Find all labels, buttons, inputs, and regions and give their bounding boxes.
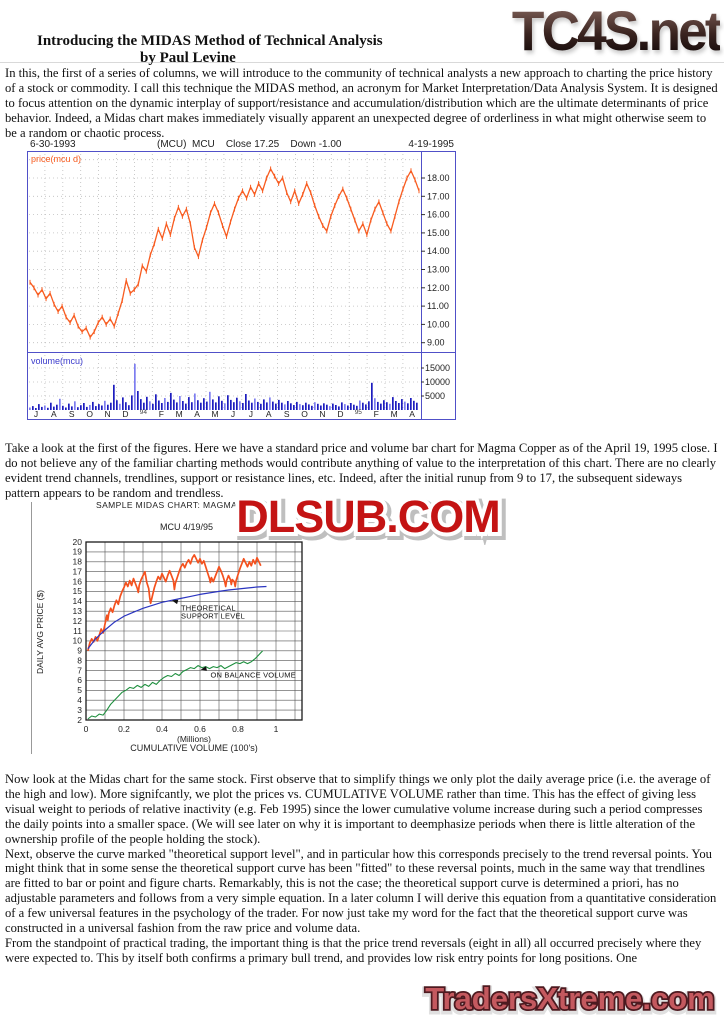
- tradersxtreme-logo[interactable]: TradersXtreme.com TradersXtreme.com Trad…: [420, 978, 720, 1022]
- svg-text:9: 9: [77, 646, 82, 656]
- svg-text:15.00: 15.00: [427, 228, 450, 238]
- svg-text:10.00: 10.00: [427, 319, 450, 329]
- svg-text:O: O: [86, 409, 93, 419]
- svg-text:14: 14: [73, 596, 83, 606]
- watermark-text: DLSUB.COM: [236, 491, 499, 542]
- svg-text:J: J: [231, 409, 235, 419]
- paragraph-midas: Now look at the Midas chart for the same…: [5, 772, 711, 846]
- svg-text:16: 16: [73, 576, 83, 586]
- chart1-start-date: 6-30-1993: [30, 139, 76, 150]
- svg-text:A: A: [409, 409, 415, 419]
- price-volume-chart-figure: 6-30-1993 (MCU) MCU Close 17.25 Down -1.…: [27, 139, 456, 420]
- svg-text:A: A: [51, 409, 57, 419]
- svg-text:94: 94: [140, 409, 148, 416]
- svg-text:(Millions): (Millions): [177, 734, 211, 744]
- dlsub-watermark[interactable]: DLSUB.COM DLSUB.COM DLSUB.COM: [213, 489, 517, 545]
- svg-text:3: 3: [77, 705, 82, 715]
- svg-text:0.6: 0.6: [194, 724, 206, 734]
- svg-text:9.00: 9.00: [427, 338, 445, 348]
- svg-text:0.8: 0.8: [232, 724, 244, 734]
- svg-text:18: 18: [73, 557, 83, 567]
- svg-text:DAILY AVG PRICE ($): DAILY AVG PRICE ($): [35, 590, 45, 674]
- svg-text:10000: 10000: [425, 377, 450, 387]
- svg-text:5000: 5000: [425, 391, 445, 401]
- svg-text:M: M: [176, 409, 183, 419]
- svg-text:16.00: 16.00: [427, 210, 450, 220]
- svg-text:CUMULATIVE VOLUME (100's): CUMULATIVE VOLUME (100's): [130, 743, 258, 753]
- svg-text:THEORETICAL: THEORETICAL: [181, 604, 236, 613]
- svg-text:N: N: [319, 409, 325, 419]
- watermark-shadow-layer: DLSUB.COM: [239, 494, 502, 545]
- chart1-header: 6-30-1993 (MCU) MCU Close 17.25 Down -1.…: [27, 139, 456, 151]
- svg-text:SAMPLE MIDAS CHART: MAGMA: SAMPLE MIDAS CHART: MAGMA: [96, 500, 237, 510]
- svg-text:0: 0: [84, 724, 89, 734]
- price-volume-chart-canvas: 18.00 17.00 16.00 15.00 14.00 13.00 12.00 11.00…: [27, 151, 456, 420]
- svg-text:D: D: [122, 409, 128, 419]
- svg-text:6: 6: [77, 675, 82, 685]
- svg-text:A: A: [266, 409, 272, 419]
- watermark-outline-layer: DLSUB.COM: [236, 491, 499, 542]
- footer-logo-glow-layer: TradersXtreme.com: [425, 983, 714, 1018]
- svg-text:0.2: 0.2: [118, 724, 130, 734]
- svg-text:18.00: 18.00: [427, 173, 450, 183]
- svg-text:11.00: 11.00: [427, 301, 449, 311]
- svg-text:7: 7: [77, 665, 82, 675]
- tc4s-site-logo[interactable]: TC4S.net: [512, 0, 723, 62]
- svg-text:11: 11: [73, 626, 82, 636]
- svg-text:12: 12: [73, 616, 83, 626]
- svg-text:A: A: [194, 409, 200, 419]
- article-title: Introducing the MIDAS Method of Technica…: [37, 33, 383, 49]
- svg-text:M: M: [211, 409, 218, 419]
- svg-text:13: 13: [73, 606, 83, 616]
- svg-text:S: S: [69, 409, 75, 419]
- svg-text:M: M: [391, 409, 398, 419]
- footer-logo-outline-layer: TradersXtreme.com: [425, 981, 714, 1016]
- svg-text:SUPPORT LEVEL: SUPPORT LEVEL: [181, 612, 245, 621]
- svg-text:13.00: 13.00: [427, 265, 450, 275]
- svg-text:J: J: [34, 409, 38, 419]
- paragraph-support-curve: Next, observe the curve marked "theoreti…: [5, 846, 717, 936]
- svg-text:O: O: [301, 409, 308, 419]
- svg-text:S: S: [284, 409, 290, 419]
- svg-text:5: 5: [77, 685, 82, 695]
- chart1-quote-line: (MCU) MCU Close 17.25 Down -1.00: [157, 139, 342, 150]
- svg-text:0.4: 0.4: [156, 724, 168, 734]
- svg-text:17.00: 17.00: [427, 191, 450, 201]
- footer-logo-text: TradersXtreme.com: [425, 981, 714, 1016]
- svg-text:19: 19: [73, 547, 83, 557]
- svg-text:10: 10: [73, 636, 83, 646]
- svg-text:4: 4: [77, 695, 82, 705]
- svg-text:F: F: [374, 409, 379, 419]
- paragraph-figure1: Take a look at the first of the figures.…: [5, 441, 718, 500]
- header-divider: [0, 62, 724, 63]
- svg-text:F: F: [159, 409, 164, 419]
- svg-text:12.00: 12.00: [427, 283, 450, 293]
- paragraph-block: Now look at the Midas chart for the same…: [5, 772, 719, 966]
- svg-text:price(mcu d): price(mcu d): [31, 154, 81, 164]
- svg-text:J: J: [249, 409, 253, 419]
- svg-text:20: 20: [73, 537, 83, 547]
- svg-text:95: 95: [355, 409, 363, 416]
- svg-text:ON BALANCE VOLUME: ON BALANCE VOLUME: [210, 670, 296, 679]
- svg-text:2: 2: [77, 715, 82, 725]
- svg-text:15: 15: [73, 586, 83, 596]
- svg-text:MCU 4/19/95: MCU 4/19/95: [160, 522, 213, 532]
- svg-text:8: 8: [77, 655, 82, 665]
- svg-text:17: 17: [73, 566, 83, 576]
- paragraph-intro: In this, the first of a series of column…: [5, 66, 718, 140]
- svg-text:D: D: [337, 409, 343, 419]
- svg-text:N: N: [105, 409, 111, 419]
- article-byline: by Paul Levine: [140, 50, 236, 66]
- chart1-end-date: 4-19-1995: [408, 139, 454, 150]
- paragraph-trading: From the standpoint of practical trading…: [5, 935, 702, 965]
- svg-text:1: 1: [274, 724, 279, 734]
- midas-chart-canvas: SAMPLE MIDAS CHART: MAGMA MCU 4/19/95 2345…: [31, 500, 303, 754]
- svg-text:14.00: 14.00: [427, 246, 450, 256]
- svg-text:15000: 15000: [425, 363, 450, 373]
- svg-text:volume(mcu): volume(mcu): [31, 356, 83, 366]
